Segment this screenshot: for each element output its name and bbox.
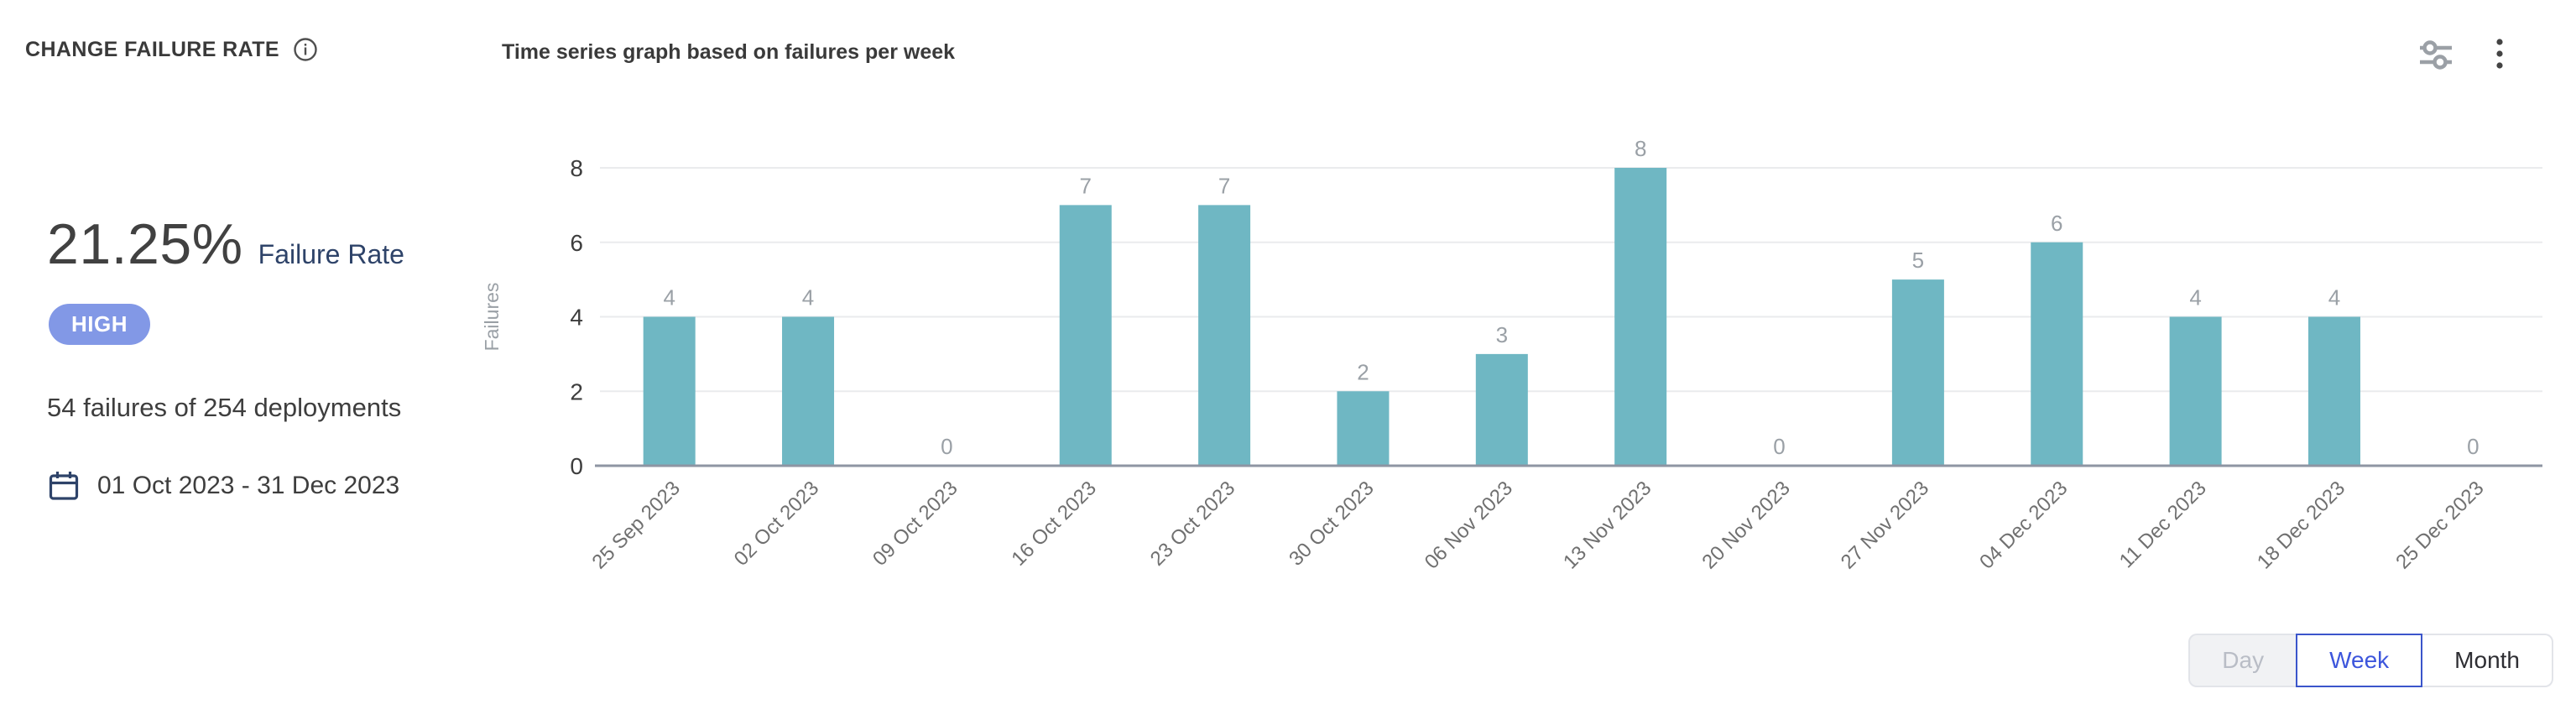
failure-rate-stat: 21.25% Failure Rate	[47, 211, 404, 277]
x-tick-label: 20 Nov 2023	[1697, 477, 1794, 573]
bar-value-label: 8	[1635, 136, 1646, 161]
x-tick-label: 25 Dec 2023	[2391, 477, 2488, 573]
chart-bar[interactable]	[1337, 391, 1390, 466]
week-button[interactable]: Week	[2296, 634, 2423, 687]
y-tick-label: 2	[570, 378, 583, 404]
bar-value-label: 2	[1357, 359, 1369, 384]
chart-bar[interactable]	[2169, 316, 2222, 467]
filter-settings-icon[interactable]	[2418, 37, 2453, 72]
failure-rate-value: 21.25%	[47, 212, 243, 276]
chart-bar[interactable]	[782, 316, 835, 467]
date-range: 01 Oct 2023 - 31 Dec 2023	[97, 472, 400, 499]
x-tick-label: 30 Oct 2023	[1285, 477, 1379, 571]
calendar-icon	[49, 470, 79, 502]
x-tick-label: 02 Oct 2023	[730, 477, 824, 571]
y-axis-title: Failures	[481, 283, 503, 352]
chart-bar[interactable]	[643, 316, 696, 467]
x-tick-label: 16 Oct 2023	[1007, 477, 1101, 571]
chart-bar[interactable]	[1059, 205, 1112, 466]
x-tick-label: 13 Nov 2023	[1559, 477, 1656, 573]
kebab-menu-icon[interactable]	[2494, 37, 2529, 72]
x-tick-label: 11 Dec 2023	[2115, 477, 2211, 572]
failures-bar-chart: 0 2 4 6 8 Failures 4 25 Sep 2023 4 02 Oct 2023 0 09…	[481, 136, 2542, 573]
chart-title: Time series graph based on failures per …	[502, 40, 956, 64]
bar-value-label: 4	[802, 285, 814, 310]
bar-value-label: 7	[1080, 173, 1092, 198]
bar-value-label: 6	[2051, 211, 2062, 236]
chart-bar[interactable]	[2031, 242, 2083, 466]
bar-value-label: 0	[941, 434, 952, 459]
month-button[interactable]: Month	[2422, 634, 2553, 687]
chart-bar[interactable]	[1891, 279, 1944, 466]
granularity-toggle: Day Week Month	[2188, 634, 2553, 687]
x-tick-label: 04 Dec 2023	[1975, 477, 2072, 573]
bar-value-label: 7	[1218, 173, 1230, 198]
bar-value-label: 4	[663, 285, 675, 310]
bar-value-label: 0	[2467, 434, 2479, 459]
chart-bar[interactable]	[1198, 205, 1251, 466]
x-tick-label: 23 Oct 2023	[1146, 477, 1240, 571]
chart-bar[interactable]	[2307, 316, 2360, 467]
bar-value-label: 5	[1912, 248, 1924, 273]
y-tick-label: 0	[570, 453, 583, 479]
date-range-row: 01 Oct 2023 - 31 Dec 2023	[49, 470, 399, 502]
failures-summary: 54 failures of 254 deployments	[47, 393, 402, 422]
bar-value-label: 4	[2189, 285, 2201, 310]
day-button[interactable]: Day	[2188, 634, 2297, 687]
y-tick-label: 6	[570, 230, 583, 256]
x-tick-label: 09 Oct 2023	[868, 477, 962, 571]
y-tick-label: 8	[570, 155, 583, 181]
info-icon[interactable]	[293, 37, 318, 62]
bar-value-label: 0	[1773, 434, 1785, 459]
x-tick-label: 06 Nov 2023	[1421, 477, 1517, 573]
page-title: CHANGE FAILURE RATE	[25, 37, 279, 61]
chart-bar[interactable]	[1475, 353, 1528, 466]
chart-bar[interactable]	[1614, 168, 1667, 466]
x-tick-label: 18 Dec 2023	[2253, 477, 2349, 573]
x-tick-label: 27 Nov 2023	[1837, 477, 1933, 573]
widget-header: CHANGE FAILURE RATE	[25, 37, 318, 62]
bar-value-label: 4	[2328, 285, 2340, 310]
y-tick-label: 4	[570, 305, 583, 331]
x-tick-label: 25 Sep 2023	[588, 477, 685, 573]
severity-badge: HIGH	[49, 304, 150, 345]
failure-rate-label: Failure Rate	[258, 239, 404, 269]
header-actions	[2418, 37, 2529, 72]
bar-value-label: 3	[1496, 322, 1508, 347]
